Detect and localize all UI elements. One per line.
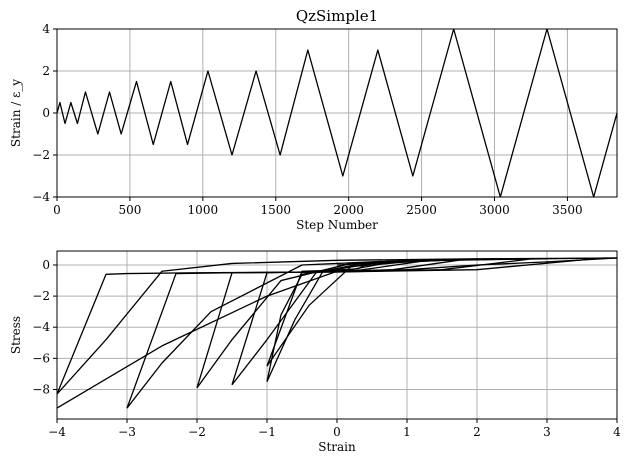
- y-tick-label: −2: [32, 289, 50, 303]
- x-tick-label: 2: [473, 425, 481, 439]
- strain-history-plot: 0 500 1000 1500 2000 2500 3000 3500 −4 −2 0 2 4 Step …: [9, 7, 618, 232]
- x-tick-label: −3: [118, 425, 136, 439]
- x-tick-label: 0: [53, 203, 61, 217]
- x-tick-label: −4: [48, 425, 66, 439]
- y-tick-label: −8: [32, 382, 50, 396]
- x-tick-label: 3000: [479, 203, 510, 217]
- x-tick-label: 2500: [406, 203, 437, 217]
- x-axis-label: Step Number: [296, 218, 378, 232]
- y-tick-label: 0: [42, 106, 50, 120]
- y-tick-label: 4: [42, 22, 50, 36]
- x-tick-label: −1: [258, 425, 276, 439]
- y-tick-label: −6: [32, 351, 50, 365]
- x-tick-label: 4: [613, 425, 621, 439]
- y-tick-label: −4: [32, 320, 50, 334]
- x-tick-label: −2: [188, 425, 206, 439]
- y-axis-label: Stress: [9, 316, 23, 354]
- y-tick-label: 0: [42, 258, 50, 272]
- x-tick-label: 500: [118, 203, 141, 217]
- series-line-0: [56, 28, 618, 198]
- x-tick-label: 3500: [552, 203, 583, 217]
- series-line-6: [56, 257, 618, 395]
- x-tick-label: 1000: [188, 203, 219, 217]
- x-tick-label: 2000: [333, 203, 364, 217]
- x-tick-label: 3: [543, 425, 551, 439]
- y-tick-label: −2: [32, 148, 50, 162]
- y-tick-label: −4: [32, 190, 50, 204]
- x-tick-label: 1500: [260, 203, 291, 217]
- x-tick-label: 1: [403, 425, 411, 439]
- y-tick-label: 2: [42, 64, 50, 78]
- x-tick-label: 0: [333, 425, 341, 439]
- series-line-7: [56, 257, 618, 409]
- chart-title: QzSimple1: [296, 7, 378, 25]
- y-axis-label: Strain / ε_y: [9, 79, 23, 147]
- x-axis-label: Strain: [318, 440, 356, 454]
